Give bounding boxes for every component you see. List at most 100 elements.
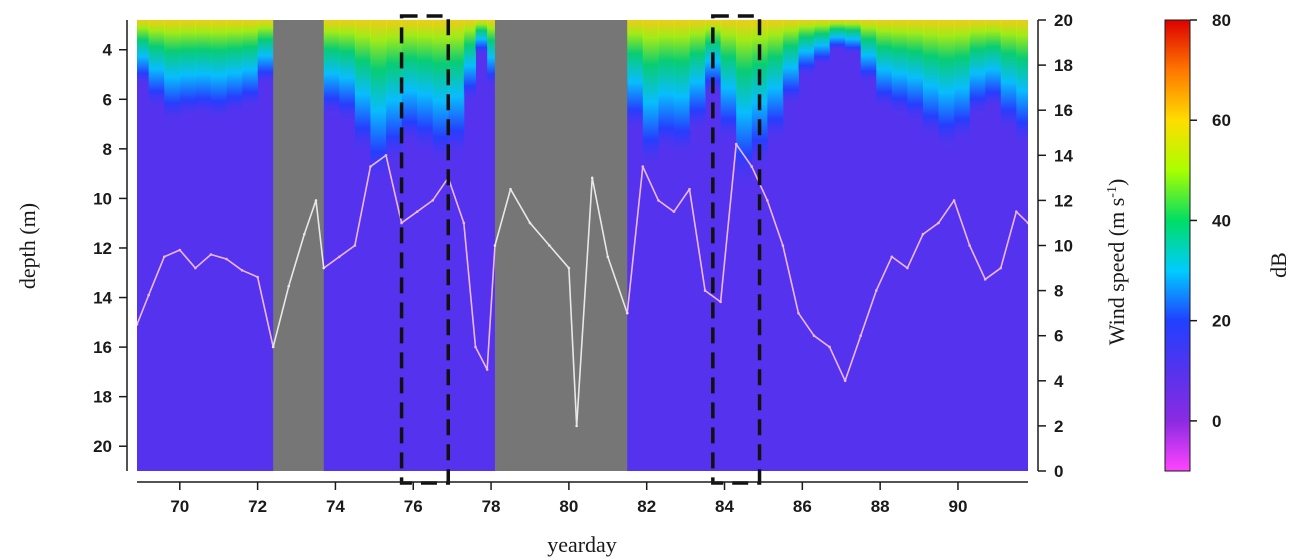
wind-speed-segment (147, 255, 166, 296)
wind-speed-point (485, 368, 489, 371)
surface-backscatter-segment (210, 20, 227, 122)
surface-backscatter-segment (845, 20, 862, 55)
wind-speed-segment (163, 249, 181, 258)
surface-backscatter-segment (829, 20, 846, 51)
wind-speed-segment (509, 188, 531, 224)
wind-speed-point (415, 210, 419, 213)
wind-speed-segment (416, 199, 434, 213)
colorbar-rect (1164, 19, 1191, 472)
wind-speed-point (1026, 221, 1028, 225)
wind-speed-segment (338, 244, 356, 258)
x-tick-label: 78 (482, 497, 501, 516)
x-tick-label: 82 (637, 497, 656, 516)
wind-speed-point (147, 293, 150, 297)
x-tick-label: 74 (326, 497, 345, 516)
wind-speed-segment (287, 233, 306, 287)
wind-speed-segment (474, 346, 488, 371)
y-tick-label: 14 (93, 289, 112, 308)
surface-backscatter-segment (658, 20, 675, 156)
y-axis-title: depth (m) (15, 203, 40, 289)
colorbar-tick-label: 20 (1212, 312, 1231, 331)
surface-backscatter-segment (922, 20, 940, 141)
wind-speed-point (575, 424, 578, 428)
wind-speed-point (1015, 210, 1018, 213)
wind-speed-segment (999, 210, 1018, 269)
colorbar-ticks: 0 20 40 60 80 (1190, 11, 1231, 431)
wind-speed-segment (891, 255, 909, 269)
wind-speed-segment (782, 244, 800, 314)
wind-speed-segment (797, 312, 815, 337)
wind-speed-point (162, 255, 166, 259)
x-tick-label: 72 (248, 497, 267, 516)
wind-speed-segment (354, 165, 372, 247)
wind-speed-segment (875, 255, 893, 292)
wind-speed-segment (568, 267, 578, 427)
surface-backscatter-segment (242, 20, 259, 111)
x-tick-label: 70 (170, 497, 189, 516)
surface-backscatter-segment (323, 20, 340, 118)
wind-speed-point (952, 199, 956, 202)
y2-axis-title-end: ) (1104, 179, 1129, 186)
surface-backscatter-segment (487, 20, 496, 89)
surface-backscatter-segment (891, 20, 908, 118)
surface-backscatter-segment (386, 20, 403, 167)
wind-speed-point (287, 284, 291, 288)
wind-speed-point (194, 266, 197, 270)
wind-speed-segment (194, 253, 212, 269)
data-gap (273, 20, 324, 471)
y2-tick-label: 20 (1054, 11, 1073, 30)
wind-speed-segment (1015, 210, 1028, 224)
y2-axis-title-main: Wind speed (m s (1104, 198, 1129, 346)
wind-speed-segment (447, 177, 465, 224)
wind-speed-point (657, 199, 660, 202)
y2-tick-label: 2 (1054, 417, 1063, 436)
wind-speed-segment (937, 199, 955, 224)
surface-backscatter-segment (876, 20, 893, 111)
wind-speed-point (906, 266, 909, 270)
surface-backscatter-segment (137, 20, 150, 87)
wind-speed-point (874, 289, 878, 292)
wind-speed-point (672, 210, 676, 213)
wind-speed-segment (953, 199, 971, 247)
y-tick-label: 10 (93, 189, 112, 208)
wind-speed-segment (984, 267, 1002, 281)
surface-backscatter-segment (1000, 20, 1017, 133)
surface-backscatter-segment (642, 20, 659, 170)
wind-speed-point (999, 266, 1003, 270)
y2-tick-label: 0 (1054, 462, 1063, 481)
wind-speed-point (303, 232, 306, 236)
x-tick-label: 80 (559, 497, 578, 516)
wind-speed-point (812, 334, 816, 338)
colorbar-tick-label: 80 (1212, 11, 1231, 30)
wind-speed-segment (210, 253, 228, 260)
wind-speed-point (797, 311, 800, 315)
y2-tick-label: 10 (1054, 237, 1073, 256)
wind-speed-point (890, 255, 894, 259)
wind-speed-point (338, 255, 341, 259)
wind-speed-segment (322, 255, 341, 269)
wind-speed-point (314, 199, 318, 202)
y-tick-label: 16 (93, 338, 112, 357)
wind-speed-point (625, 311, 629, 315)
surface-backscatter-segment (782, 20, 799, 107)
surface-backscatter-segment (354, 20, 371, 156)
wind-speed-segment (766, 199, 784, 247)
y2-tick-label: 4 (1054, 372, 1064, 391)
wind-speed-segment (606, 255, 629, 314)
wind-speed-segment (591, 177, 609, 258)
y2-axis-title-sup: -1 (1105, 186, 1120, 198)
wind-speed-point (590, 176, 594, 180)
surface-backscatter-segment (798, 20, 815, 77)
wind-speed-segment (431, 177, 450, 202)
y-tick-label: 6 (103, 90, 112, 109)
colorbar-tick-label: 0 (1212, 412, 1221, 431)
surface-backscatter-segment (226, 20, 243, 117)
highlight-box (711, 14, 762, 485)
surface-backscatter-segment (463, 20, 477, 104)
wind-speed-point (567, 266, 571, 270)
wind-speed-segment (859, 289, 878, 337)
wind-speed-point (606, 255, 610, 259)
wind-speed-segment (400, 210, 418, 224)
wind-speed-point (493, 244, 497, 247)
wind-speed-point (703, 289, 707, 292)
